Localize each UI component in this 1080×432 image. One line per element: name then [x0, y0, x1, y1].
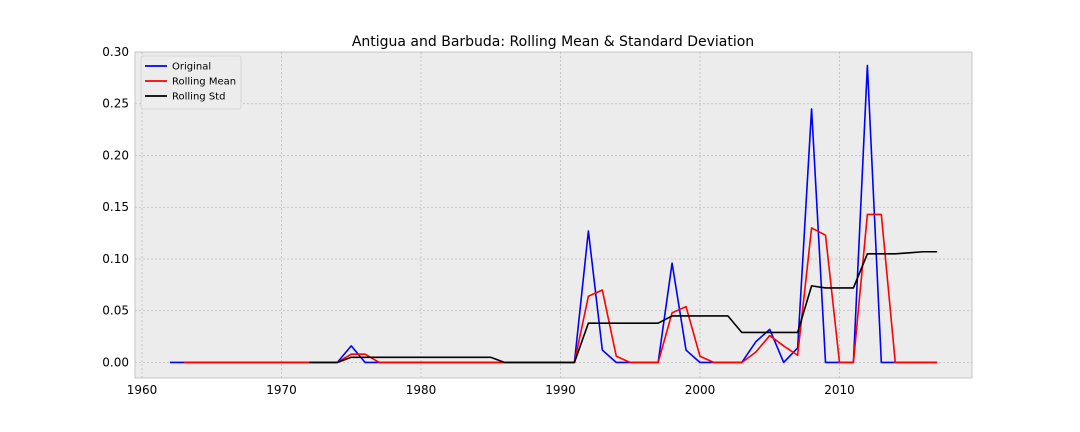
x-tick-label: 1980: [406, 383, 437, 397]
chart-title: Antigua and Barbuda: Rolling Mean & Stan…: [352, 34, 754, 50]
legend-label: Rolling Mean: [172, 77, 236, 88]
y-tick-label: 0.10: [102, 252, 129, 266]
y-tick-label: 0.05: [102, 304, 129, 318]
plot-area: [134, 51, 973, 379]
y-tick-label: 0.30: [102, 45, 129, 59]
x-tick-label: 1990: [545, 383, 576, 397]
x-tick-label: 1970: [266, 383, 297, 397]
axis-ticks: 1960 1970 1980 1990 2000 2010 0.00 0.05 0.10 0.15…: [102, 45, 854, 397]
x-tick-label: 2000: [685, 383, 716, 397]
legend-label: Original: [172, 62, 211, 73]
x-tick-label: 1960: [127, 383, 158, 397]
y-tick-label: 0.00: [102, 355, 129, 369]
x-tick-label: 2010: [824, 383, 855, 397]
y-tick-label: 0.15: [102, 200, 129, 214]
series-group: [169, 64, 938, 364]
legend: Original Rolling Mean Rolling Std: [140, 55, 242, 110]
y-tick-label: 0.25: [102, 97, 129, 111]
y-tick-label: 0.20: [102, 148, 129, 162]
legend-label: Rolling Std: [172, 92, 225, 103]
series-line-rolling-std: [309, 250, 938, 364]
